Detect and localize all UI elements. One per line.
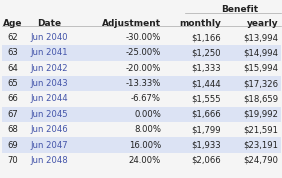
Text: $1,799: $1,799	[191, 125, 221, 134]
Text: $24,790: $24,790	[244, 156, 279, 165]
Text: 63: 63	[8, 48, 18, 57]
Text: 65: 65	[8, 79, 18, 88]
Text: Date: Date	[37, 19, 61, 28]
Text: $15,994: $15,994	[244, 64, 279, 73]
Text: Jun 2042: Jun 2042	[30, 64, 68, 73]
Text: 8.00%: 8.00%	[134, 125, 161, 134]
Text: 0.00%: 0.00%	[134, 110, 161, 119]
Text: Jun 2045: Jun 2045	[30, 110, 68, 119]
Text: 24.00%: 24.00%	[129, 156, 161, 165]
Text: -25.00%: -25.00%	[126, 48, 161, 57]
Text: 66: 66	[8, 95, 18, 103]
Text: Benefit: Benefit	[221, 5, 259, 14]
Text: Jun 2048: Jun 2048	[30, 156, 68, 165]
Text: 62: 62	[8, 33, 18, 42]
Text: 16.00%: 16.00%	[129, 141, 161, 150]
Text: $1,250: $1,250	[191, 48, 221, 57]
Text: $23,191: $23,191	[244, 141, 279, 150]
FancyBboxPatch shape	[2, 107, 281, 122]
Text: $1,666: $1,666	[191, 110, 221, 119]
Text: yearly: yearly	[247, 19, 279, 28]
Text: $2,066: $2,066	[191, 156, 221, 165]
FancyBboxPatch shape	[2, 137, 281, 153]
Text: $14,994: $14,994	[244, 48, 279, 57]
Text: Jun 2044: Jun 2044	[30, 95, 68, 103]
Text: -30.00%: -30.00%	[126, 33, 161, 42]
Text: 70: 70	[8, 156, 18, 165]
Text: $18,659: $18,659	[243, 95, 279, 103]
Text: 69: 69	[8, 141, 18, 150]
Text: $1,333: $1,333	[191, 64, 221, 73]
Text: Jun 2040: Jun 2040	[30, 33, 68, 42]
Text: $1,933: $1,933	[191, 141, 221, 150]
Text: Age: Age	[3, 19, 23, 28]
Text: $13,994: $13,994	[244, 33, 279, 42]
Text: 64: 64	[8, 64, 18, 73]
Text: Jun 2047: Jun 2047	[30, 141, 68, 150]
FancyBboxPatch shape	[2, 76, 281, 91]
Text: -13.33%: -13.33%	[126, 79, 161, 88]
Text: $1,166: $1,166	[191, 33, 221, 42]
Text: 67: 67	[8, 110, 18, 119]
Text: Jun 2046: Jun 2046	[30, 125, 68, 134]
Text: Jun 2043: Jun 2043	[30, 79, 68, 88]
Text: $17,326: $17,326	[244, 79, 279, 88]
Text: Adjustment: Adjustment	[102, 19, 161, 28]
Text: -6.67%: -6.67%	[131, 95, 161, 103]
Text: monthly: monthly	[179, 19, 221, 28]
Text: Jun 2041: Jun 2041	[30, 48, 68, 57]
FancyBboxPatch shape	[2, 45, 281, 61]
Text: $21,591: $21,591	[244, 125, 279, 134]
Text: $1,555: $1,555	[191, 95, 221, 103]
Text: $19,992: $19,992	[244, 110, 279, 119]
Text: -20.00%: -20.00%	[126, 64, 161, 73]
Text: $1,444: $1,444	[191, 79, 221, 88]
Text: 68: 68	[7, 125, 18, 134]
